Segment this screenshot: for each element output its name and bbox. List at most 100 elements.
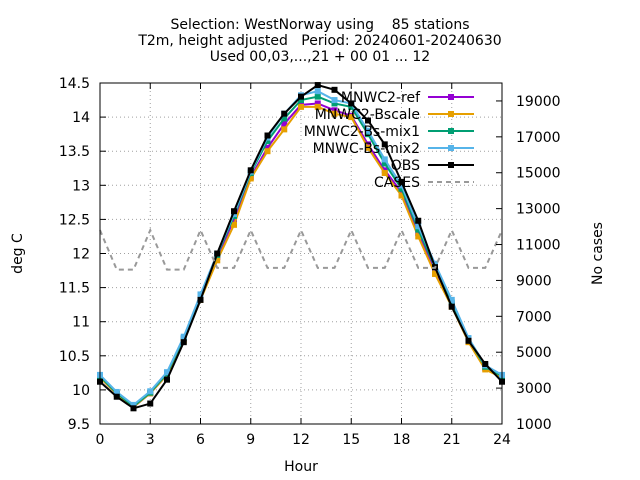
y-tick-label: 13.5 [59,144,90,160]
legend: MNWC2-refMNWC2-BscaleMNWC2-Bs-mix1MNWC-B… [304,90,474,191]
data-point [298,97,304,104]
data-point [331,110,338,117]
x-axis-label: Hour [284,459,318,475]
y2-tick-label: 7000 [516,309,552,325]
y-tick-label: 13 [72,178,90,194]
data-point [381,170,388,177]
y-tick-label: 10.5 [59,349,90,365]
data-point [398,192,405,199]
series-line [99,90,503,407]
data-point [365,141,371,148]
x-tick-label: 15 [342,432,360,448]
data-point [415,226,422,233]
data-point [281,110,288,117]
data-point [214,250,221,257]
data-point [381,156,388,163]
y-tick-label: 10 [72,383,90,399]
data-point [298,103,304,110]
legend-label: MNWC2-ref [341,90,421,106]
legend-marker [448,128,454,134]
data-point [398,182,405,189]
title-line: Selection: WestNorway using 85 stations [170,17,469,33]
data-point [231,208,237,215]
y2-tick-label: 1000 [516,417,552,433]
data-point [348,103,355,110]
data-point [415,217,422,224]
x-tick-label: 6 [196,432,205,448]
y-tick-label: 11.5 [59,281,90,297]
data-point [448,303,455,310]
data-point [231,221,237,228]
y2-tick-label: 17000 [516,130,561,146]
y2-tick-label: 5000 [516,345,552,361]
title-line: Used 00,03,...,21 + 00 01 ... 12 [210,49,430,65]
data-point [281,120,288,127]
legend-label: MNWC2-Bscale [315,107,420,123]
x-tick-label: 21 [443,432,461,448]
x-tick-label: 0 [96,432,105,448]
data-point [398,185,405,192]
data-point [465,337,472,344]
data-point [264,148,271,155]
x-tick-label: 12 [292,432,310,448]
data-point [365,127,371,134]
title-line: T2m, height adjusted Period: 20240601-20… [137,33,501,49]
y2-tick-label: 11000 [516,238,561,254]
y2-tick-label: 9000 [516,273,552,289]
series-cases [99,227,503,271]
data-point [448,296,455,303]
data-point [180,339,187,346]
data-point [130,405,137,412]
ticks: 0 3 6 9 12 15 18 21 24 9.5 10 10.5 11 11.5 12 12.5 13 13.… [59,76,561,448]
data-point [415,223,422,230]
data-point [348,114,355,121]
y-tick-label: 14 [72,110,90,126]
data-point [415,233,422,240]
data-point [298,93,304,100]
y-tick-label: 9.5 [68,417,90,433]
data-point [214,257,221,264]
y-tick-label: 11 [72,315,90,331]
grid [100,83,502,424]
data-point [247,167,254,174]
data-point [331,97,338,104]
legend-marker [448,162,454,168]
data-point [197,296,204,303]
data-point [314,93,321,100]
x-tick-label: 24 [493,432,511,448]
series-line [99,227,503,271]
data-point [365,117,371,124]
data-point [197,291,204,298]
y-axis-label: deg C [10,233,26,274]
data-point [398,178,405,185]
data-point [365,144,371,151]
series-mnwc2-bscale [97,103,505,410]
data-point [331,107,338,114]
data-point [432,270,438,277]
y2-tick-label: 15000 [516,166,561,182]
data-point [264,144,271,151]
series-lines [97,82,505,412]
data-point [264,137,271,144]
data-point [314,88,321,95]
data-point [147,400,154,407]
chart-title: Selection: WestNorway using 85 stationsT… [137,17,501,65]
data-point [113,393,120,400]
legend-marker [448,145,454,151]
data-point [314,82,321,89]
data-point [130,401,137,408]
data-point [398,189,405,196]
data-point [381,141,388,148]
y2-axis-label: No cases [590,222,606,285]
legend-label: OBS [391,158,420,174]
data-point [314,103,321,110]
data-point [164,376,170,383]
data-point [247,175,254,182]
legend-label: MNWC2-Bs-mix1 [304,124,420,140]
data-point [365,131,371,138]
y-tick-label: 12.5 [59,212,90,228]
x-tick-label: 9 [246,432,255,448]
data-point [113,388,120,395]
data-point [264,132,271,139]
